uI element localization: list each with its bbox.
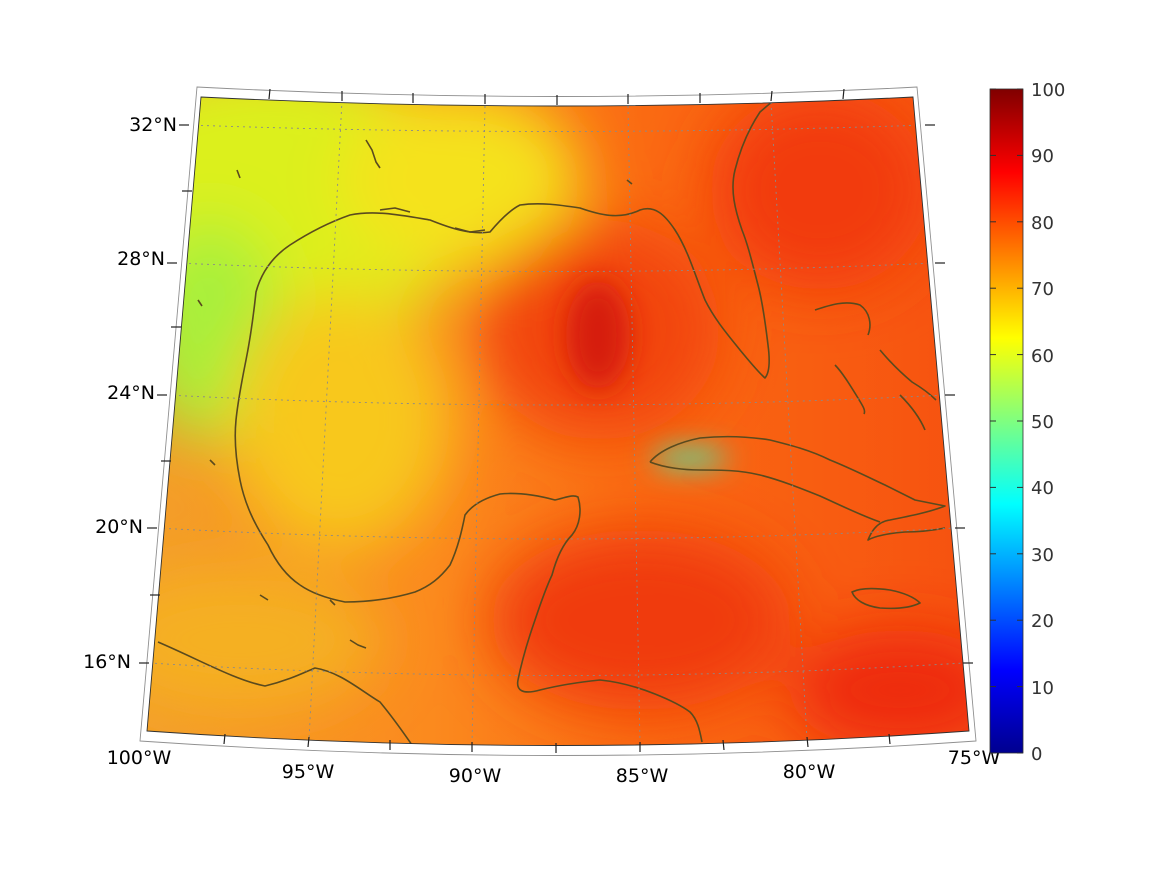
colorbar-ticks: [990, 88, 1023, 754]
field-southeast-red: [790, 630, 969, 746]
meridian-80: [770, 101, 808, 741]
yucatan-coastline: [299, 492, 703, 743]
parallel-16: [148, 662, 964, 676]
lat-label-20n: 20°N: [95, 516, 143, 538]
colorbar-label-50: 50: [1031, 412, 1054, 433]
lat-label-28n: 28°N: [117, 248, 165, 270]
colorbar: 100 90 80 70 60 50 40 30 20 10 0: [989, 80, 1065, 765]
field-south-yellow: [147, 570, 380, 710]
meridian-95: [308, 99, 343, 741]
colorbar-label-0: 0: [1031, 744, 1042, 765]
map-frame: [139, 86, 977, 756]
colorbar-label-10: 10: [1031, 678, 1054, 699]
frame-ticks: [139, 88, 973, 753]
field-caribbean-red: [490, 530, 790, 710]
latitude-labels: 32°N 28°N 24°N 20°N 16°N: [83, 114, 177, 673]
field-northeast-red: [710, 97, 930, 290]
parallel-32: [188, 124, 926, 132]
lat-label-16n: 16°N: [83, 651, 131, 673]
lon-label-95w: 95°W: [282, 761, 335, 783]
colorbar-label-80: 80: [1031, 213, 1054, 234]
gulf-coastline: [157, 97, 781, 746]
graticule: [148, 99, 964, 746]
parallel-24: [166, 394, 946, 406]
colorbar-label-30: 30: [1031, 545, 1054, 566]
lon-label-80w: 80°W: [783, 761, 836, 783]
colorbar-label-40: 40: [1031, 478, 1054, 499]
field-cuba-cyan: [652, 448, 728, 468]
cuba-coastline: [649, 435, 946, 541]
gulf-islands: [197, 139, 633, 649]
colorbar-label-100: 100: [1031, 80, 1065, 101]
colorbar-label-60: 60: [1031, 346, 1054, 367]
lon-label-90w: 90°W: [449, 765, 502, 787]
colorbar-label-70: 70: [1031, 279, 1054, 300]
field-western-gulf-yellow: [230, 290, 450, 550]
colorbar-labels: 100 90 80 70 60 50 40 30 20 10 0: [1031, 80, 1065, 765]
meridian-85: [627, 105, 641, 746]
bahamas-coastline: [814, 302, 937, 431]
colorbar-label-90: 90: [1031, 146, 1054, 167]
map-panel: 32°N 28°N 24°N 20°N 16°N 100°W 95°W 90°W…: [83, 86, 1001, 787]
parallel-28: [176, 262, 936, 272]
field-yellow-belt: [340, 97, 580, 270]
lon-label-75w: 75°W: [948, 747, 1001, 769]
longitude-labels: 100°W 95°W 90°W 85°W 80°W 75°W: [107, 747, 1001, 787]
jamaica-coastline: [851, 587, 921, 610]
coastlines: [157, 97, 946, 746]
colorbar-label-20: 20: [1031, 611, 1054, 632]
parallel-20: [156, 527, 956, 540]
lon-label-85w: 85°W: [616, 765, 669, 787]
meridian-90: [471, 105, 486, 746]
lon-label-100w: 100°W: [107, 747, 172, 769]
lat-label-32n: 32°N: [129, 114, 177, 136]
field-dark-red-core: [566, 280, 630, 390]
lat-label-24n: 24°N: [107, 382, 155, 404]
